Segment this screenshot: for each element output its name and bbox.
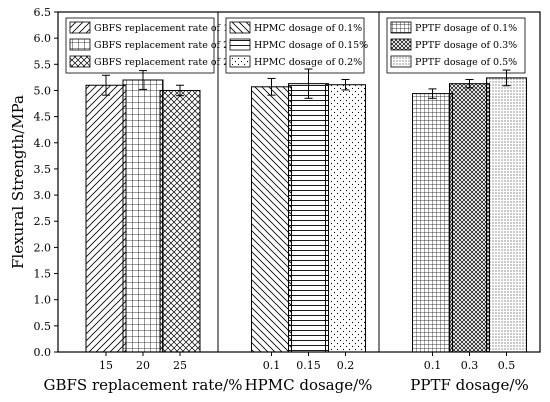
legend-label: PPTF dosage of 0.3% xyxy=(415,40,517,51)
bar xyxy=(85,84,127,353)
legend-swatch xyxy=(229,38,251,51)
bar xyxy=(251,86,292,353)
x-tick-label: 0.5 xyxy=(498,359,516,372)
bar xyxy=(122,79,164,353)
legend-label: GBFS replacement rate of 25% xyxy=(94,57,244,68)
x-tick-label: 25 xyxy=(173,359,187,372)
legend-label: PPTF dosage of 0.5% xyxy=(415,57,517,68)
x-axis-title: GBFS replacement rate/% xyxy=(43,376,242,394)
bar xyxy=(159,89,201,353)
bar xyxy=(288,83,329,353)
x-tick-label: 15 xyxy=(99,359,113,372)
y-tick-label: 2.0 xyxy=(34,241,52,254)
legend-label: HPMC dosage of 0.1% xyxy=(254,23,362,34)
y-tick-label: 5.0 xyxy=(34,84,52,97)
y-axis-title: Flexural Strength/MPa xyxy=(9,95,27,269)
y-tick-label: 3.5 xyxy=(34,163,52,176)
y-tick-label: 4.0 xyxy=(34,137,52,150)
legend-swatch xyxy=(390,38,412,51)
y-tick-label: 5.5 xyxy=(34,58,52,71)
y-tick-label: 2.5 xyxy=(34,215,52,228)
x-axis-title: HPMC dosage/% xyxy=(245,376,373,394)
plot-frame xyxy=(57,11,541,353)
y-tick-label: 4.5 xyxy=(34,111,52,124)
legend-label: PPTF dosage of 0.1% xyxy=(415,23,517,34)
legend-swatch xyxy=(229,55,251,68)
x-tick-label: 0.15 xyxy=(296,359,321,372)
x-tick-label: 0.3 xyxy=(461,359,479,372)
y-tick-label: 0.5 xyxy=(34,320,52,333)
y-tick-label: 1.5 xyxy=(34,268,52,281)
bar xyxy=(325,84,366,353)
legend-label: HPMC dosage of 0.15% xyxy=(254,40,368,51)
bar xyxy=(412,93,453,353)
x-tick-label: 0.1 xyxy=(424,359,442,372)
x-tick-label: 0.1 xyxy=(263,359,281,372)
legend-swatch xyxy=(69,21,91,34)
x-tick-label: 20 xyxy=(136,359,150,372)
legend-label: GBFS replacement rate of 20% xyxy=(94,40,244,51)
legend-label: GBFS replacement rate of 15% xyxy=(94,23,244,34)
bar xyxy=(449,83,490,353)
legend-swatch xyxy=(390,21,412,34)
x-tick-label: 0.2 xyxy=(337,359,355,372)
y-tick-label: 3.0 xyxy=(34,189,52,202)
legend-swatch xyxy=(69,55,91,68)
y-tick-label: 0.0 xyxy=(34,346,52,359)
y-tick-label: 1.0 xyxy=(34,294,52,307)
y-tick-label: 6.0 xyxy=(34,32,52,45)
legend-swatch xyxy=(390,55,412,68)
y-tick-label: 6.5 xyxy=(34,6,52,19)
x-axis-title: PPTF dosage/% xyxy=(410,376,528,394)
bar xyxy=(486,77,527,353)
legend-box xyxy=(65,17,215,74)
legend-swatch xyxy=(229,21,251,34)
legend-label: HPMC dosage of 0.2% xyxy=(254,57,362,68)
legend-swatch xyxy=(69,38,91,51)
plot-layer: 0.0 0.5 1.0 1.5 2.0 2.5 3.0 3.5 4.0 4.5 5.0 5.5 6.0 6… xyxy=(9,6,541,394)
